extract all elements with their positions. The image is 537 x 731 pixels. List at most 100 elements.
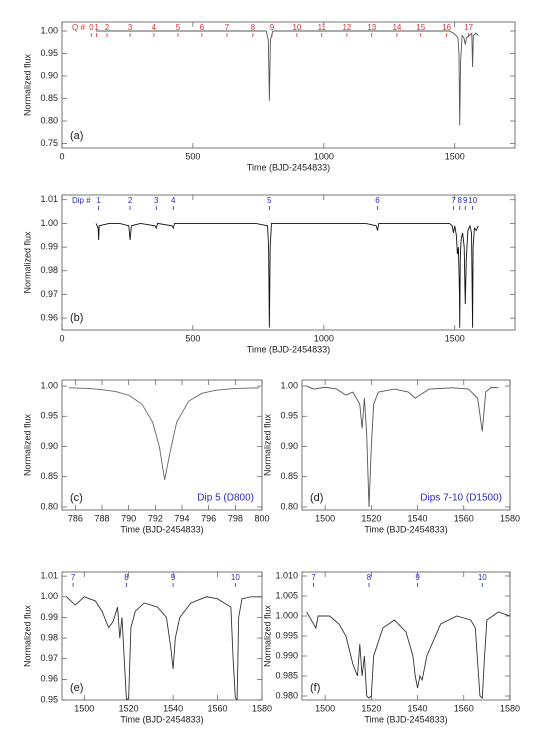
- marker-label: 2: [105, 23, 110, 32]
- x-tick-label: 792: [148, 513, 163, 523]
- marker-label: 16: [442, 23, 451, 32]
- marker-label: 12: [342, 23, 351, 32]
- y-tick-label: 1.01: [40, 571, 58, 581]
- y-tick-label: 0.96: [40, 313, 58, 323]
- x-tick-label: 786: [68, 513, 83, 523]
- y-tick-label: 0.95: [280, 411, 298, 421]
- panel-label: (d): [310, 492, 323, 504]
- y-tick-label: 0.990: [275, 650, 298, 660]
- x-tick-label: 1580: [252, 703, 272, 713]
- y-tick-label: 1.01: [40, 194, 58, 204]
- marker-label: 9: [415, 573, 420, 582]
- panel: 0 500 1000 1500 1.00 0.95 0.90 0.85 0.80 0.75 Time…: [22, 21, 516, 172]
- x-tick-label: 1540: [408, 703, 428, 713]
- y-tick-label: 0.80: [40, 501, 58, 511]
- marker-label: 9: [463, 196, 468, 205]
- marker-label: 9: [171, 573, 176, 582]
- x-tick-label: 1520: [361, 513, 381, 523]
- marker-label: 6: [200, 23, 205, 32]
- marker-label: 5: [176, 23, 181, 32]
- x-tick-label: 1500: [445, 151, 465, 161]
- marker-label: 5: [267, 196, 272, 205]
- marker-label: 14: [392, 23, 401, 32]
- panel-label: (c): [70, 492, 83, 504]
- x-tick-label: 1500: [315, 513, 335, 523]
- marker-label: 7: [71, 573, 76, 582]
- marker-label: 4: [171, 196, 176, 205]
- x-tick-label: 1000: [314, 151, 334, 161]
- x-tick-label: 1560: [208, 703, 228, 713]
- plot-frame: [61, 194, 516, 331]
- y-tick-label: 0.90: [40, 70, 58, 80]
- y-tick-label: 0.98: [40, 265, 58, 275]
- y-axis-title: Normalized flux: [22, 231, 32, 294]
- y-tick-label: 0.995: [275, 630, 298, 640]
- x-tick-label: 1560: [454, 703, 474, 713]
- x-tick-label: 1560: [454, 513, 474, 523]
- marker-label: 9: [270, 23, 275, 32]
- x-tick-label: 1500: [315, 703, 335, 713]
- y-tick-label: 1.00: [280, 380, 298, 390]
- marker-label: 13: [367, 23, 376, 32]
- plot-frame: [61, 571, 263, 701]
- x-tick-label: 796: [201, 513, 216, 523]
- x-tick-label: 1520: [119, 703, 139, 713]
- y-tick-label: 1.00: [40, 591, 58, 601]
- y-axis-title: Normalized flux: [22, 53, 32, 116]
- y-tick-label: 0.95: [40, 694, 58, 704]
- x-tick-label: 790: [121, 513, 136, 523]
- marker-label: 8: [458, 196, 463, 205]
- x-tick-label: 0: [59, 333, 64, 343]
- y-tick-label: 0.85: [40, 93, 58, 103]
- x-tick-label: 500: [185, 151, 200, 161]
- panel: 1500 1520 1540 1560 1580 1.00 0.95 0.90 0.85 0.80…: [262, 379, 520, 534]
- y-axis-title: Normalized flux: [22, 604, 32, 667]
- light-curve: [306, 385, 499, 507]
- panel: 1500 1520 1540 1560 1580 1.010 1.005 1.000 0.995…: [262, 570, 520, 724]
- marker-label: 17: [464, 23, 473, 32]
- marker-label: 7: [225, 23, 230, 32]
- y-tick-label: 0.95: [40, 48, 58, 58]
- y-tick-label: 1.00: [40, 25, 58, 35]
- y-axis-title: Normalized flux: [262, 413, 272, 476]
- marker-label: 3: [154, 196, 159, 205]
- marker-label: 8: [251, 23, 256, 32]
- y-axis-title: Normalized flux: [22, 413, 32, 476]
- y-tick-label: 0.90: [280, 441, 298, 451]
- panel-label: (e): [70, 682, 83, 694]
- marker-label: 10: [478, 573, 487, 582]
- plot-frame: [61, 379, 263, 511]
- panel-label: (b): [70, 312, 83, 324]
- x-axis-title: Time (BJD-2454833): [247, 344, 330, 354]
- x-tick-label: 1000: [314, 333, 334, 343]
- y-tick-label: 0.985: [275, 670, 298, 680]
- panel: 0 500 1000 1500 1.01 1.00 0.99 0.98 0.97 0.96 Time…: [22, 194, 516, 354]
- light-curve: [66, 596, 262, 700]
- x-tick-label: 1500: [445, 333, 465, 343]
- x-tick-label: 794: [174, 513, 189, 523]
- y-tick-label: 0.97: [40, 289, 58, 299]
- x-tick-label: 500: [185, 333, 200, 343]
- marker-label: 10: [468, 196, 477, 205]
- annotation: Dip 5 (D800): [197, 493, 254, 504]
- marker-label: 3: [128, 23, 133, 32]
- marker-title: Dip #: [72, 196, 91, 205]
- x-tick-label: 1540: [163, 703, 183, 713]
- marker-label: 1: [96, 196, 101, 205]
- y-tick-label: 0.80: [280, 501, 298, 511]
- marker-label: 7: [311, 573, 316, 582]
- marker-label: 11: [318, 23, 327, 32]
- panel-label: (f): [310, 682, 320, 694]
- marker-label: 1: [94, 23, 99, 32]
- y-tick-label: 1.00: [40, 218, 58, 228]
- y-tick-label: 1.005: [275, 590, 298, 600]
- y-tick-label: 0.99: [40, 612, 58, 622]
- y-tick-label: 0.97: [40, 653, 58, 663]
- y-tick-label: 0.85: [40, 471, 58, 481]
- marker-label: 8: [124, 573, 129, 582]
- x-axis-title: Time (BJD-2454833): [247, 162, 330, 172]
- panel-label: (a): [70, 130, 83, 142]
- y-tick-label: 0.85: [280, 471, 298, 481]
- y-tick-label: 1.010: [275, 570, 298, 580]
